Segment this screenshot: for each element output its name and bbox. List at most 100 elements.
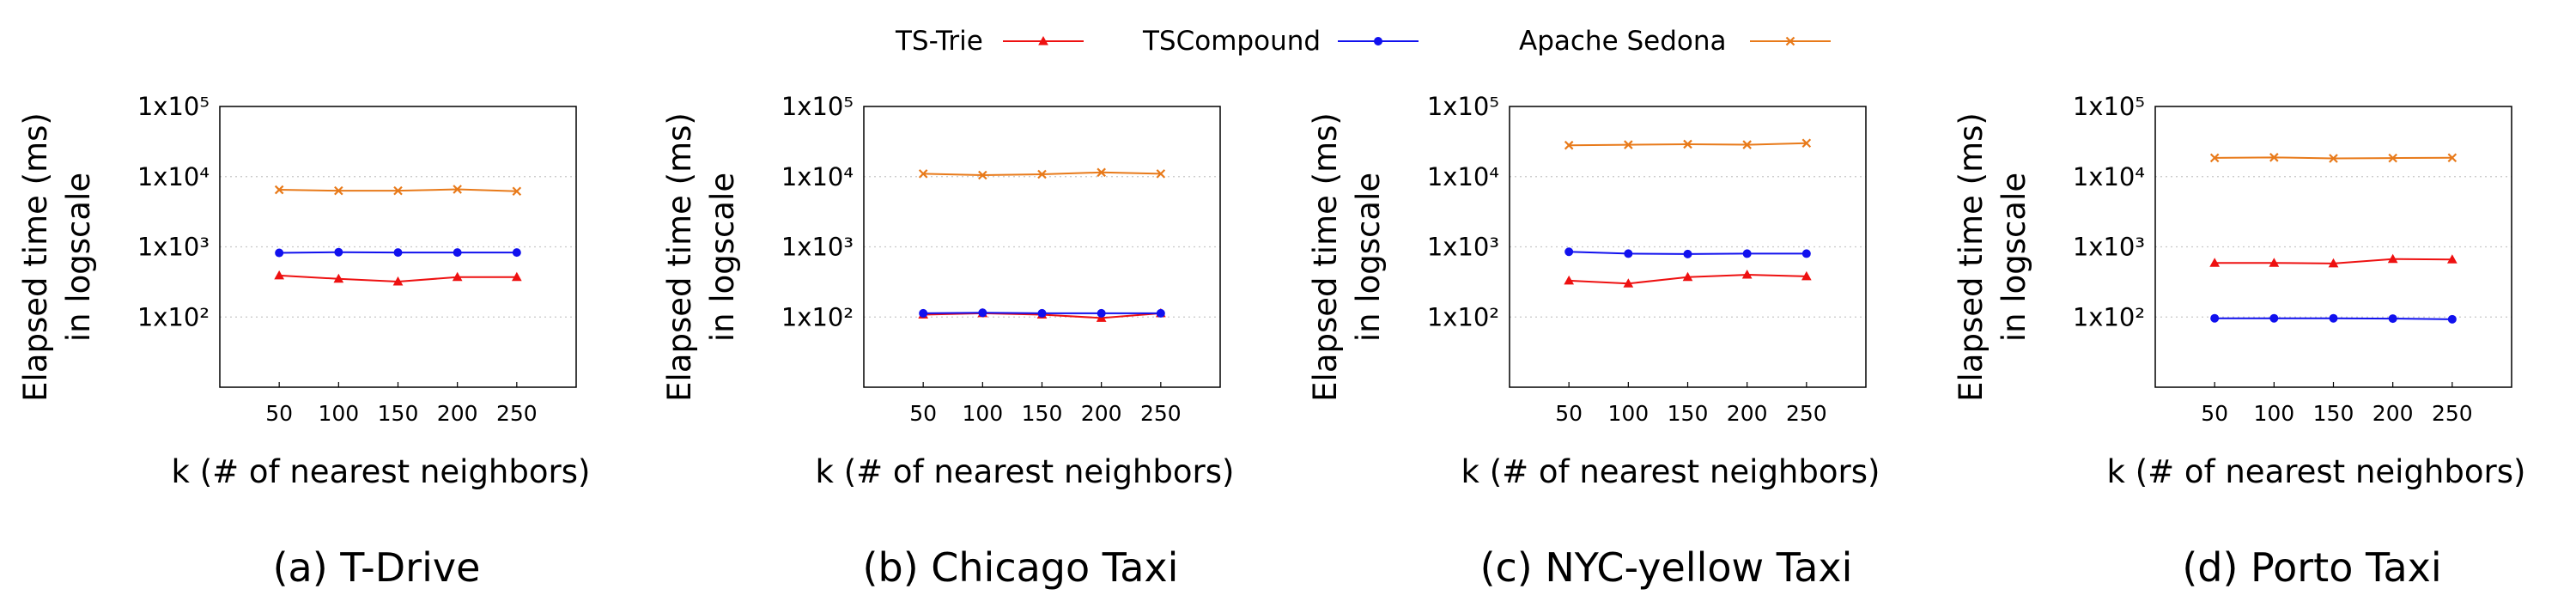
data-point-tscompound	[2329, 313, 2338, 323]
x-tick-label: 150	[378, 401, 419, 426]
data-point-apache-sedona	[1624, 140, 1633, 149]
y-axis-label: Elapsed time (ms)	[1307, 112, 1344, 402]
data-point-apache-sedona	[334, 185, 343, 196]
data-point-ts-trie	[333, 273, 344, 283]
y-tick-label: 1x10²	[2073, 302, 2145, 331]
data-point-tscompound	[2388, 314, 2397, 324]
data-point-tscompound	[2447, 314, 2457, 324]
panel-title: (a) T-Drive	[273, 544, 481, 591]
legend-tscompound-marker	[1374, 37, 1382, 46]
data-point-tscompound	[1742, 249, 1752, 258]
panel-title: (b) Chicago Taxi	[863, 544, 1179, 591]
data-point-tscompound	[512, 248, 521, 258]
y-axis-label: Elapsed time (ms)	[17, 112, 54, 402]
data-point-apache-sedona	[2447, 153, 2458, 162]
y-axis-label: Elapsed time (ms)	[661, 112, 698, 402]
x-tick-label: 100	[1607, 401, 1649, 426]
x-tick-label: 250	[496, 401, 538, 426]
y-axis-label-line2: in logscale	[1350, 173, 1387, 342]
legend-apache-sedona-marker	[1785, 36, 1795, 46]
data-point-ts-trie	[1623, 278, 1634, 288]
y-tick-label: 1x10⁵	[781, 92, 854, 121]
y-tick-label: 1x10³	[137, 233, 210, 262]
chart-panel-4: 1x10² 1x10³ 1x10⁴ 1x10⁵ 50 100 150 200 250 Elapse…	[1953, 92, 2525, 591]
panel-title: (c) NYC-yellow Taxi	[1480, 544, 1853, 591]
data-point-ts-trie	[2446, 254, 2458, 264]
x-tick-label: 150	[2313, 401, 2354, 426]
data-point-apache-sedona	[393, 185, 403, 196]
data-point-tscompound	[275, 248, 284, 258]
data-point-apache-sedona	[1683, 139, 1692, 149]
data-point-ts-trie	[2209, 258, 2221, 267]
data-point-tscompound	[453, 248, 462, 258]
data-point-tscompound	[1037, 308, 1047, 318]
y-axis-label-line2: in logscale	[704, 173, 741, 342]
data-point-ts-trie	[1741, 270, 1753, 279]
data-point-apache-sedona	[2269, 153, 2279, 162]
x-tick-label: 50	[2201, 401, 2228, 426]
plot-frame	[219, 106, 577, 388]
y-tick-label: 1x10⁵	[1427, 92, 1499, 121]
legend-ts-trie-marker	[1038, 35, 1048, 46]
panels: 1x10² 1x10³ 1x10⁴ 1x10⁵ 50 100 150 200 250 Elapse…	[17, 92, 2525, 591]
data-point-tscompound	[2269, 313, 2279, 323]
data-point-tscompound	[1683, 249, 1692, 258]
data-point-apache-sedona	[1097, 167, 1106, 178]
data-point-tscompound	[919, 308, 928, 318]
y-axis-label-line2: in logscale	[1996, 173, 2032, 342]
x-tick-label: 200	[1081, 401, 1122, 426]
x-tick-label: 100	[2253, 401, 2294, 426]
data-point-apache-sedona	[1156, 169, 1166, 179]
data-point-tscompound	[978, 308, 987, 318]
data-point-apache-sedona	[978, 170, 987, 180]
x-tick-label: 50	[909, 401, 937, 426]
data-point-apache-sedona	[274, 185, 284, 195]
x-axis-label: k (# of nearest neighbors)	[172, 453, 591, 490]
plot-frame	[2154, 106, 2512, 388]
y-axis-label-line2: in logscale	[60, 173, 97, 342]
x-tick-label: 200	[1727, 401, 1768, 426]
y-tick-label: 1x10⁴	[1427, 162, 1499, 191]
data-point-ts-trie	[274, 270, 285, 280]
data-point-ts-trie	[2387, 253, 2398, 264]
legend-apache-sedona-label: Apache Sedona	[1519, 26, 1727, 57]
x-tick-label: 100	[318, 401, 359, 426]
y-tick-label: 1x10⁵	[2073, 92, 2145, 121]
data-point-tscompound	[393, 248, 403, 258]
data-point-ts-trie	[1801, 270, 1812, 281]
y-tick-label: 1x10²	[781, 302, 854, 331]
x-tick-label: 250	[2432, 401, 2473, 426]
chart-panel-2: 1x10² 1x10³ 1x10⁴ 1x10⁵ 50 100 150 200 250 Elapse…	[661, 92, 1234, 591]
data-point-tscompound	[1564, 247, 1574, 257]
data-point-tscompound	[334, 247, 343, 257]
legend: TS-Trie TSCompound Apache Sedona	[895, 26, 1831, 57]
plot-frame	[863, 106, 1221, 388]
data-point-apache-sedona	[453, 185, 462, 194]
y-axis-label: Elapsed time (ms)	[1953, 112, 1990, 402]
data-point-apache-sedona	[918, 169, 928, 179]
data-point-apache-sedona	[2388, 153, 2397, 163]
data-point-apache-sedona	[1564, 140, 1574, 150]
chart-panel-1: 1x10² 1x10³ 1x10⁴ 1x10⁵ 50 100 150 200 250 Elapse…	[17, 92, 590, 591]
y-tick-label: 1x10²	[137, 302, 210, 331]
panel-title: (d) Porto Taxi	[2182, 544, 2441, 591]
data-point-ts-trie	[2328, 258, 2339, 268]
data-point-apache-sedona	[1801, 138, 1812, 149]
x-tick-label: 150	[1022, 401, 1063, 426]
x-tick-label: 100	[962, 401, 1003, 426]
x-tick-label: 200	[437, 401, 478, 426]
y-tick-label: 1x10³	[2073, 233, 2145, 262]
data-point-tscompound	[1801, 249, 1811, 258]
data-point-tscompound	[1097, 308, 1106, 318]
data-point-apache-sedona	[2329, 154, 2338, 163]
y-tick-label: 1x10⁴	[781, 162, 854, 191]
data-point-tscompound	[2210, 313, 2220, 323]
x-tick-label: 50	[265, 401, 293, 426]
legend-ts-trie-label: TS-Trie	[895, 26, 983, 57]
data-point-ts-trie	[452, 271, 463, 282]
data-point-ts-trie	[1564, 275, 1575, 285]
x-axis-label: k (# of nearest neighbors)	[816, 453, 1235, 490]
data-point-apache-sedona	[512, 186, 522, 196]
chart-panel-3: 1x10² 1x10³ 1x10⁴ 1x10⁵ 50 100 150 200 250 Elapse…	[1307, 92, 1880, 591]
x-tick-label: 50	[1555, 401, 1583, 426]
